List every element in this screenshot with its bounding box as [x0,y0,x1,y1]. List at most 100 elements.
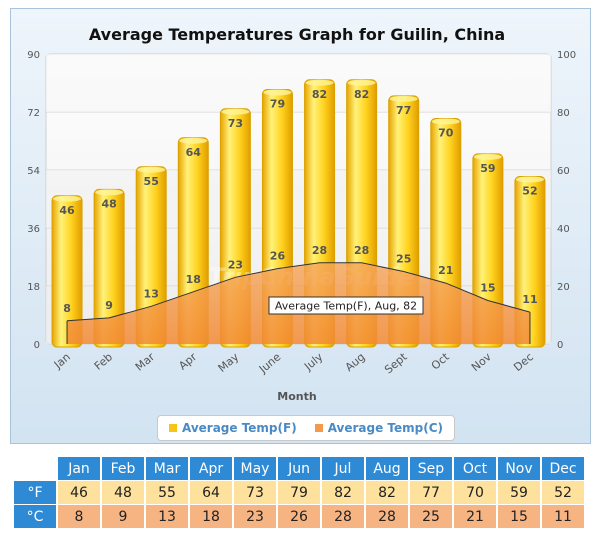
x-axis-tick-label: July [301,350,326,374]
x-axis-tick-label: Oct [429,350,452,373]
area-value-label: 28 [312,244,327,257]
legend-item-fahrenheit[interactable]: Average Temp(F) [168,421,297,435]
left-axis-tick-label: 54 [27,166,40,177]
table-month-header: Sep [410,457,452,480]
table-cell-celsius: 15 [498,505,540,528]
chart-title: Average Temperatures Graph for Guilin, C… [89,25,505,44]
left-axis-tick-label: 18 [27,282,40,293]
table-month-header: Apr [190,457,232,480]
table-cell-fahrenheit: 46 [58,481,100,504]
table-cell-celsius: 23 [234,505,276,528]
table-cell-fahrenheit: 82 [366,481,408,504]
area-value-label: 9 [105,299,113,312]
bar-cap [389,95,418,102]
tooltip: Average Temp(F), Aug, 82 [268,296,424,315]
bar-cap [515,176,544,183]
right-axis-tick-label: 80 [557,108,570,119]
x-axis-tick-label: June [256,350,284,376]
grid-band [46,54,551,112]
bar-value-label: 52 [522,184,537,197]
tooltip-text: Average Temp(F), Aug, 82 [275,300,417,313]
area-value-label: 8 [63,302,71,315]
table-cell-fahrenheit: 59 [498,481,540,504]
table-cell-celsius: 28 [322,505,364,528]
table-cell-celsius: 28 [366,505,408,528]
table-cell-fahrenheit: 48 [102,481,144,504]
table-month-header: May [234,457,276,480]
x-axis-tick-label: Apr [176,350,199,372]
table-cell-fahrenheit: 55 [146,481,188,504]
bar-cap [137,166,166,173]
table-month-header: Dec [542,457,584,480]
bar-value-label: 59 [480,162,495,175]
table-cell-fahrenheit: 64 [190,481,232,504]
right-axis-tick-label: 20 [557,282,570,293]
left-axis-tick-label: 0 [34,340,40,351]
x-axis-tick-label: Jan [51,350,73,372]
area-value-label: 23 [228,258,243,271]
area-value-label: 11 [522,293,537,306]
bar-cap [305,79,334,86]
bar-value-label: 73 [228,117,243,130]
x-axis-tick-label: Aug [343,350,368,374]
area-value-label: 15 [480,282,495,295]
table-row-label: °C [14,505,56,528]
bar-cap [263,89,292,96]
table-cell-celsius: 9 [102,505,144,528]
chart-svg: Average Temperatures Graph for Guilin, C… [27,25,576,403]
bar-value-label: 79 [270,97,285,110]
table-cell-fahrenheit: 73 [234,481,276,504]
chart-panel: Average Temperatures Graph for Guilin, C… [10,8,591,444]
table-cell-celsius: 18 [190,505,232,528]
right-axis-tick-label: 60 [557,166,570,177]
table-month-header: Jan [58,457,100,480]
table-cell-celsius: 25 [410,505,452,528]
x-axis-tick-label: Sept [382,350,410,376]
bar-cap [347,79,376,86]
area-value-label: 18 [186,273,201,286]
table-month-header: Feb [102,457,144,480]
bar-fahrenheit [135,166,167,348]
legend-item-celsius[interactable]: Average Temp(C) [314,421,444,435]
table-month-header: Oct [454,457,496,480]
tooltip-box [268,296,424,315]
area-value-label: 26 [270,250,286,263]
x-axis-tick-label: Nov [469,350,494,374]
bar-cap [473,153,502,160]
legend-label-fahrenheit: Average Temp(F) [181,421,297,435]
table-month-header: Jul [322,457,364,480]
table-cell-celsius: 21 [454,505,496,528]
table-header-row: Jan Feb Mar Apr May Jun Jul Aug Sep Oct … [14,457,584,480]
table-cell-fahrenheit: 77 [410,481,452,504]
left-axis-tick-label: 72 [27,108,40,119]
table-month-header: Jun [278,457,320,480]
table-cell-celsius: 13 [146,505,188,528]
bar-cap [95,189,124,196]
bar-value-label: 55 [144,175,159,188]
legend-swatch-fahrenheit [168,424,177,432]
table-cell-fahrenheit: 82 [322,481,364,504]
table-month-header: Aug [366,457,408,480]
area-value-label: 21 [438,264,453,277]
area-value-label: 13 [144,287,159,300]
legend-label-celsius: Average Temp(C) [327,421,444,435]
table-row-label: °F [14,481,56,504]
left-axis-tick-label: 90 [27,50,40,61]
legend-swatch-celsius [314,424,323,432]
bar-value-label: 46 [59,204,75,217]
bar-value-label: 77 [396,104,411,117]
right-axis-tick-label: 0 [557,340,563,351]
bar-cap [53,195,82,202]
table-row-fahrenheit: °F 46 48 55 64 73 79 82 82 77 70 59 52 [14,481,584,504]
bar-value-label: 64 [186,146,202,159]
table-cell-celsius: 11 [542,505,584,528]
bar-value-label: 82 [354,88,369,101]
table-corner [14,457,56,480]
bar-cap [179,137,208,144]
x-axis-tick-label: Dec [511,350,536,374]
area-value-label: 25 [396,253,411,266]
table-cell-fahrenheit: 52 [542,481,584,504]
bar-fahrenheit [51,195,83,348]
bar-value-label: 82 [312,88,327,101]
table-cell-celsius: 8 [58,505,100,528]
